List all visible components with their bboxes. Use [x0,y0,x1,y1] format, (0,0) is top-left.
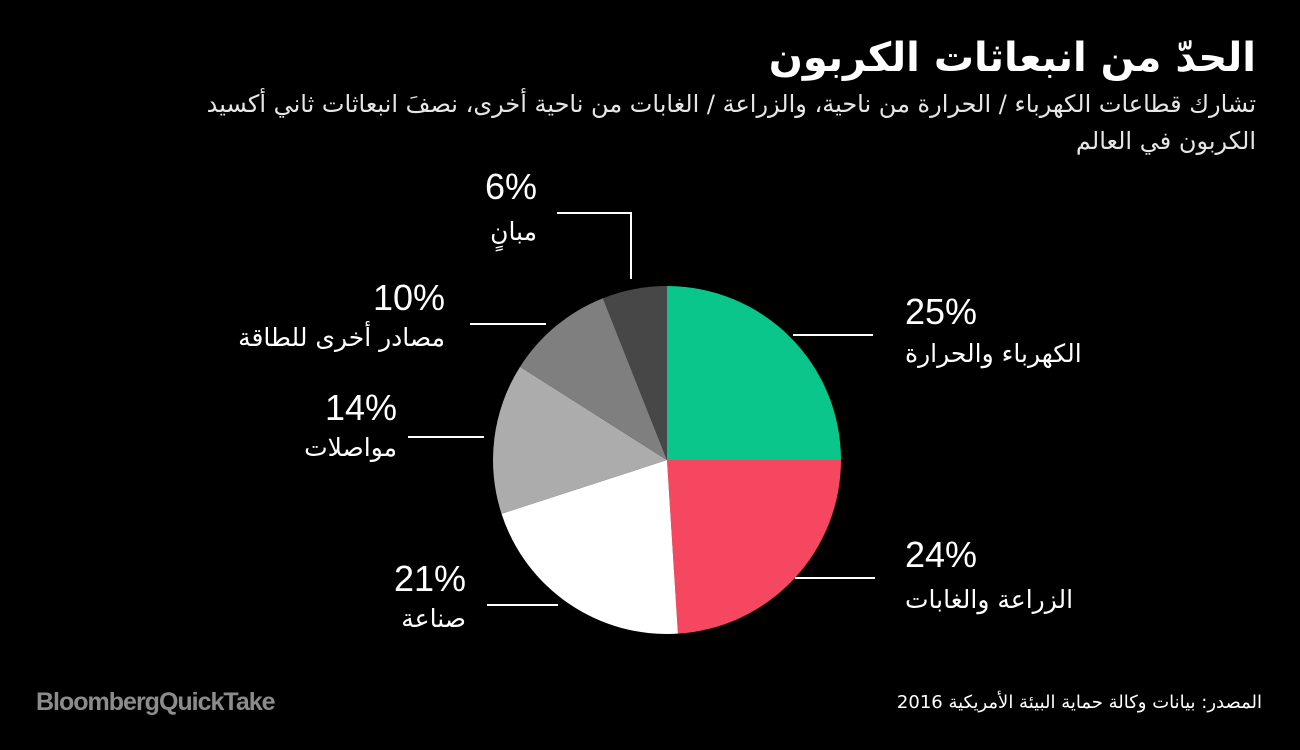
bloomberg-quicktake-logo: BloombergQuickTake [36,688,276,716]
chart-title: الحدّ من انبعاثات الكربون [768,35,1256,81]
slice-percent-label: 14% [325,387,397,428]
slice-percent-label: 6% [485,166,537,207]
leader-line [557,212,632,279]
pie-slice [501,460,678,635]
leader-lines [408,212,875,606]
pie-slice [667,460,841,634]
slice-percent-label: 21% [394,558,466,599]
slice-category-label: مصادر أخرى للطاقة [238,320,445,352]
pie-slice [667,286,841,460]
pie-slice [520,298,667,460]
slice-category-label: مبانٍ [490,217,537,251]
pie-slices [493,286,841,635]
pie-slice [493,366,667,514]
slice-category-label: صناعة [401,604,466,633]
slice-category-label: الكهرباء والحرارة [905,339,1082,369]
slice-category-label: مواصلات [304,433,397,462]
chart-subtitle: تشارك قطاعات الكهرباء / الحرارة من ناحية… [206,90,1256,155]
slice-percent-label: 25% [905,291,977,332]
pie-slice [602,286,667,460]
slice-percent-label: 24% [905,534,977,575]
slice-labels: 25% الكهرباء والحرارة 24% الزراعة والغابات 2… [238,166,1082,633]
source-note: المصدر: بيانات وكالة حماية البيئة الأمري… [896,692,1262,713]
slice-category-label: الزراعة والغابات [905,585,1073,615]
slice-percent-label: 10% [373,277,445,318]
